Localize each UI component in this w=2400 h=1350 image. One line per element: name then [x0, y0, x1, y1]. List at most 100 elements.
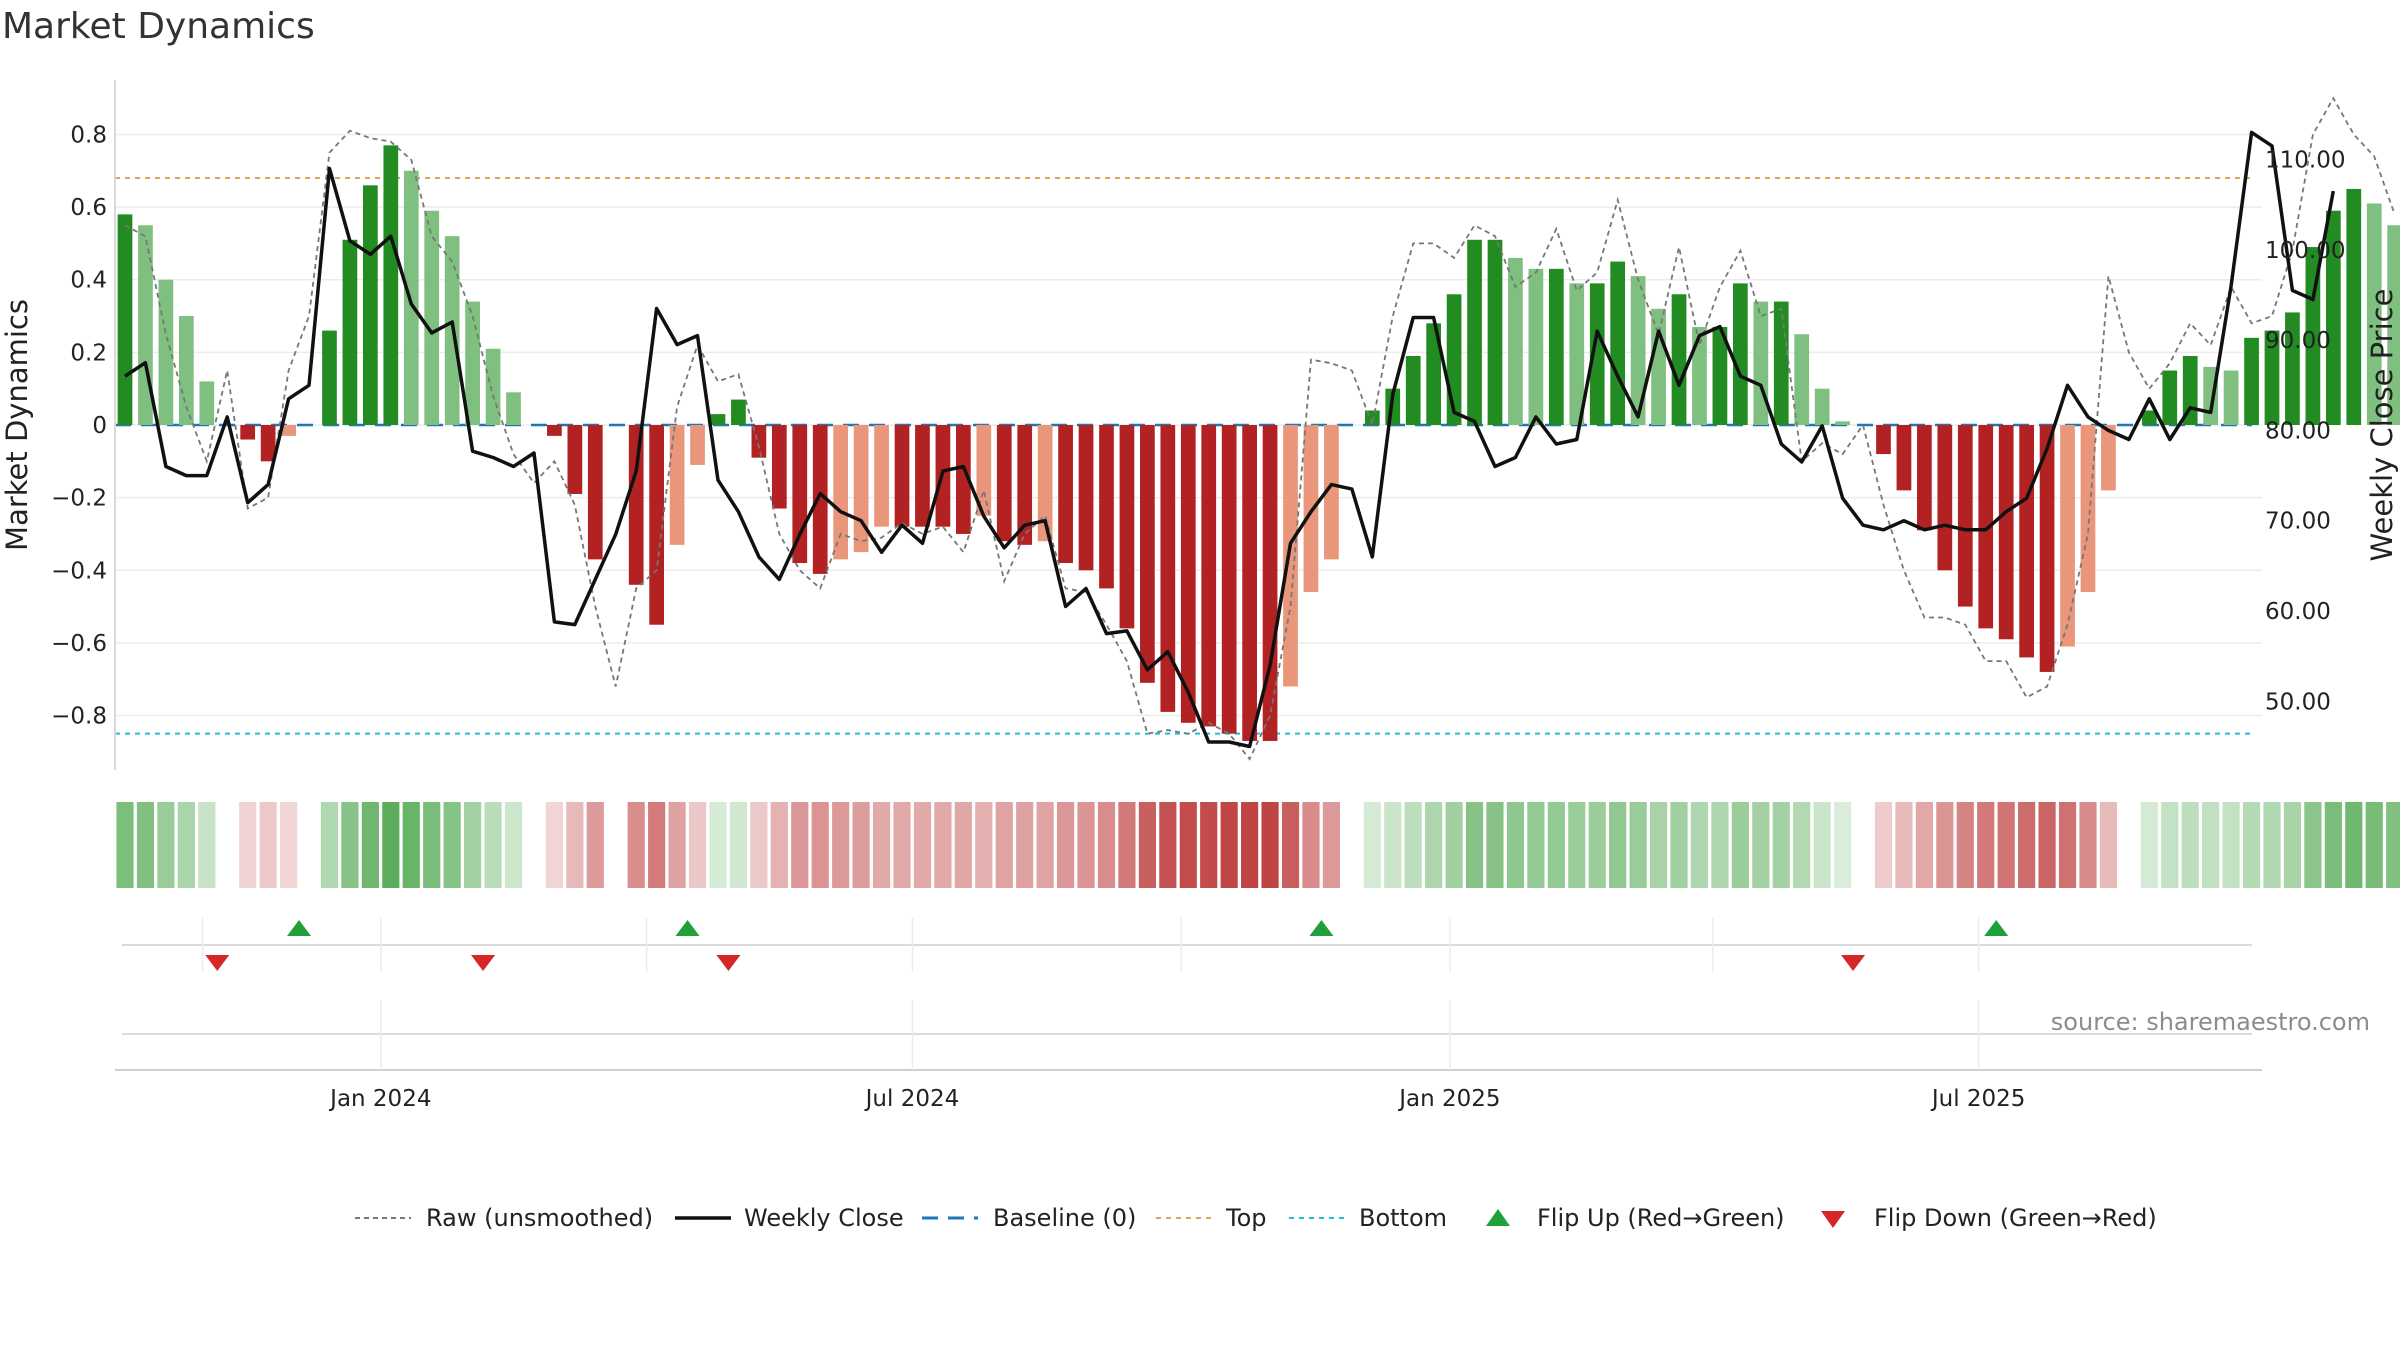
regime-cell — [1834, 802, 1852, 888]
regime-cell — [566, 802, 584, 888]
flip-down-marker — [716, 955, 741, 971]
dynamics-bar — [1508, 257, 1523, 425]
dynamics-bar — [1814, 388, 1830, 425]
regime-cell — [1670, 802, 1688, 888]
y-tick-label: 0.4 — [70, 268, 107, 294]
dynamics-bar — [2346, 188, 2362, 425]
regime-cell — [464, 802, 482, 888]
dynamics-bar — [1201, 425, 1217, 727]
dynamics-bar — [2285, 312, 2300, 425]
legend-label: Weekly Close — [744, 1204, 904, 1232]
dynamics-bar — [1957, 425, 1973, 607]
regime-cell — [2283, 802, 2302, 888]
regime-cell — [1609, 802, 1627, 888]
flip-up-marker — [1984, 920, 2009, 936]
x-tick-label: Jul 2025 — [1930, 1086, 2026, 1112]
regime-cell — [1711, 802, 1729, 888]
y2-tick-label: 60.00 — [2265, 599, 2331, 625]
dynamics-bar — [1180, 425, 1196, 723]
dynamics-bar — [2264, 330, 2280, 425]
dynamics-bar — [363, 185, 378, 425]
legend-item[interactable]: Baseline (0) — [922, 1204, 1136, 1232]
flip-down-marker — [471, 955, 496, 971]
regime-strip — [116, 802, 2400, 888]
regime-cell — [2222, 802, 2240, 888]
regime-cell — [954, 802, 972, 888]
regime-cell — [1118, 802, 1136, 888]
regime-cell — [648, 802, 666, 888]
dynamics-bar — [2101, 425, 2116, 491]
legend-item[interactable]: Weekly Close — [675, 1204, 904, 1232]
dynamics-bar — [178, 316, 194, 425]
y-tick-label: 0.6 — [70, 195, 107, 221]
regime-cell — [2018, 802, 2036, 888]
regime-cell — [1384, 802, 1402, 888]
regime-cell — [2386, 802, 2400, 888]
regime-cell — [2079, 802, 2097, 888]
regime-cell — [668, 802, 686, 888]
flip-up-marker — [287, 920, 312, 936]
legend-label: Flip Up (Red→Green) — [1537, 1204, 1785, 1232]
regime-cell — [627, 802, 645, 888]
regime-cell — [1281, 802, 1300, 888]
regime-cell — [811, 802, 829, 888]
dynamics-bar — [710, 414, 726, 425]
dynamics-bar — [1671, 294, 1687, 425]
regime-cell — [913, 802, 932, 888]
regime-cell — [832, 802, 850, 888]
dynamics-bar — [1303, 425, 1319, 593]
dynamics-bar — [2366, 203, 2382, 425]
dynamics-bar — [1324, 425, 1339, 560]
regime-cell — [2058, 802, 2077, 888]
regime-cell — [157, 802, 175, 888]
regime-cell — [1527, 802, 1545, 888]
dynamics-bar — [874, 425, 889, 527]
legend-label: Top — [1225, 1204, 1267, 1232]
dynamics-bar — [649, 425, 664, 625]
dynamics-bar — [506, 392, 521, 425]
regime-cell — [1077, 802, 1095, 888]
regime-cell — [1138, 802, 1156, 888]
dynamics-bar — [1733, 283, 1748, 425]
dynamics-bar — [1426, 323, 1442, 425]
regime-cell — [1629, 802, 1647, 888]
legend-item[interactable]: Flip Up (Red→Green) — [1486, 1204, 1785, 1232]
regime-cell — [2263, 802, 2281, 888]
dynamics-bar — [1037, 425, 1053, 542]
legend-item[interactable]: Flip Down (Green→Red) — [1821, 1204, 2157, 1232]
weekly-close-line — [124, 130, 2336, 749]
legend-item[interactable]: Bottom — [1289, 1204, 1447, 1232]
regime-cell — [239, 802, 257, 888]
legend-item[interactable]: Raw (unsmoothed) — [355, 1204, 653, 1232]
dynamics-bar — [1753, 301, 1769, 425]
regime-cell — [1977, 802, 1995, 888]
y-tick-label: −0.4 — [51, 558, 107, 584]
regime-cell — [729, 802, 748, 888]
dynamics-bar — [1405, 356, 1421, 425]
dynamics-bar — [1589, 283, 1605, 425]
regime-cell — [2161, 802, 2179, 888]
regime-cell — [1302, 802, 1320, 888]
dynamics-bar — [669, 425, 685, 545]
y2-tick-label: 100.00 — [2265, 238, 2345, 264]
dynamics-bar — [1692, 326, 1707, 425]
dynamics-bar — [1099, 425, 1114, 589]
y2-tick-label: 110.00 — [2265, 147, 2345, 173]
flip-down-marker — [1841, 955, 1866, 971]
regime-cell — [1752, 802, 1770, 888]
dynamics-bar — [1835, 421, 1850, 425]
y-tick-label: −0.2 — [51, 486, 107, 512]
dynamics-bar — [996, 425, 1012, 542]
regime-cell — [279, 802, 298, 888]
dynamics-bar — [1160, 425, 1176, 712]
regime-cell — [545, 802, 563, 888]
dynamics-bar — [424, 210, 440, 425]
regime-cell — [1220, 802, 1238, 888]
legend-item[interactable]: Top — [1156, 1204, 1267, 1232]
y-axis-label: Market Dynamics — [0, 299, 34, 551]
dynamics-bar — [955, 425, 971, 534]
regime-cell — [1568, 802, 1586, 888]
y2-axis-label: Weekly Close Price — [2365, 289, 2399, 562]
dynamics-bar — [1712, 326, 1728, 425]
legend[interactable]: Raw (unsmoothed) Weekly Close Baseline (0)… — [355, 1204, 2157, 1232]
